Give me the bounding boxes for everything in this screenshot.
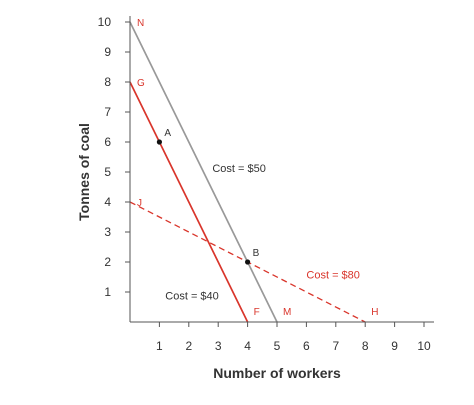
y-tick-label: 9 xyxy=(104,45,111,59)
x-tick-label: 9 xyxy=(391,339,398,353)
line-start-label: N xyxy=(137,18,144,29)
data-point xyxy=(245,259,251,265)
line-start-label: G xyxy=(137,78,145,89)
line-end-label: M xyxy=(283,307,291,318)
y-tick-label: 6 xyxy=(104,135,111,149)
y-tick-label: 8 xyxy=(104,75,111,89)
data-points: AB xyxy=(156,128,260,265)
series-line-gf xyxy=(129,81,249,323)
x-tick-label: 7 xyxy=(332,339,339,353)
data-point-label: B xyxy=(253,248,260,259)
line-end-label: F xyxy=(254,307,260,318)
data-point xyxy=(156,139,162,145)
cost-label: Cost = $40 xyxy=(165,291,219,303)
y-tick-label: 5 xyxy=(104,165,111,179)
y-axis-title: Tonnes of coal xyxy=(76,123,92,221)
cost-annotations: Cost = $50 Cost = $80 Cost = $40 xyxy=(165,163,360,303)
x-tick-label: 1 xyxy=(156,339,163,353)
line-start-label: J xyxy=(137,198,142,209)
cost-label: Cost = $80 xyxy=(306,270,360,282)
ticks: 1 2 3 4 5 6 7 8 9 10 1 2 3 4 5 6 7 8 9 10 xyxy=(98,15,431,353)
cost-label: Cost = $50 xyxy=(212,163,266,175)
x-tick-label: 8 xyxy=(362,339,369,353)
y-tick-label: 2 xyxy=(104,255,111,269)
x-tick-label: 4 xyxy=(244,339,251,353)
line-end-label: H xyxy=(371,307,378,318)
y-tick-label: 4 xyxy=(104,195,111,209)
x-axis-title: Number of workers xyxy=(213,365,341,381)
data-point-label: A xyxy=(164,128,171,139)
series-line-nm xyxy=(129,21,278,323)
x-tick-label: 6 xyxy=(303,339,310,353)
axes xyxy=(129,16,434,323)
y-tick-label: 1 xyxy=(104,285,111,299)
x-tick-label: 2 xyxy=(185,339,192,353)
line-end-labels: N M G F J H xyxy=(137,18,378,318)
x-tick-label: 10 xyxy=(417,339,431,353)
x-tick-label: 5 xyxy=(274,339,281,353)
x-tick-label: 3 xyxy=(215,339,222,353)
y-tick-label: 10 xyxy=(98,15,112,29)
y-tick-label: 7 xyxy=(104,105,111,119)
y-tick-label: 3 xyxy=(104,225,111,239)
